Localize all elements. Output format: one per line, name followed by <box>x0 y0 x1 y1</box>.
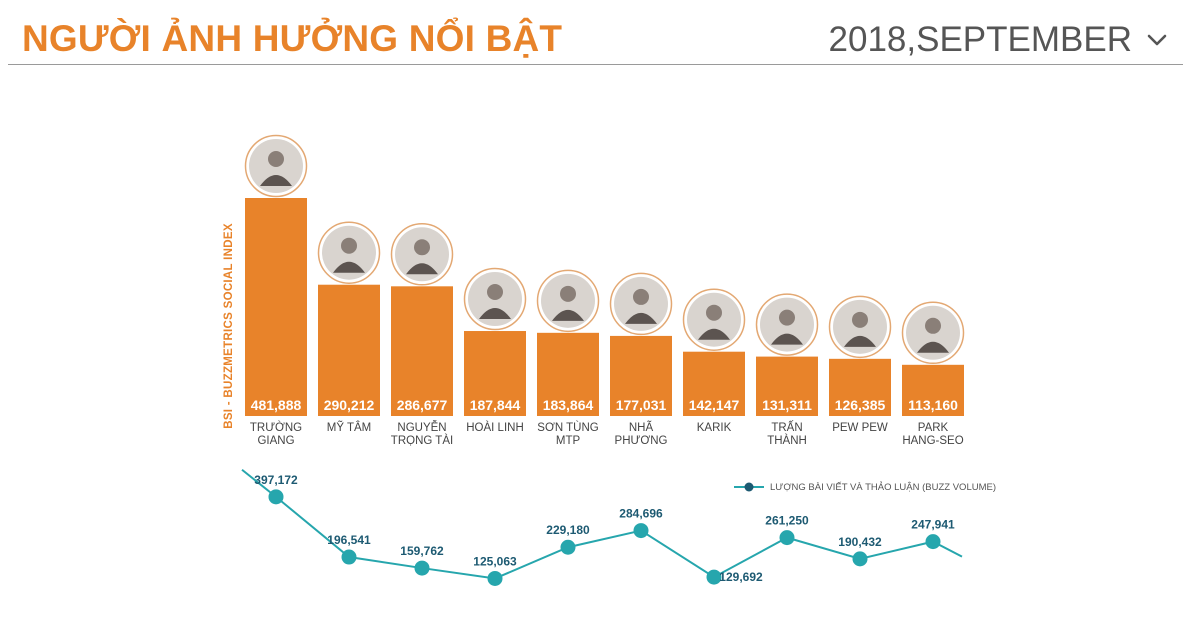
bar-category-label: TRƯỜNG GIANG <box>250 421 302 447</box>
bar-7 <box>756 356 818 416</box>
period-label[interactable]: 2018,SEPTEMBER <box>828 20 1132 59</box>
bar-category-label: PEW PEW <box>832 422 888 434</box>
bar-value-label: 481,888 <box>251 397 302 413</box>
buzz-value-label: 284,696 <box>619 507 663 521</box>
person-avatar-icon <box>698 304 730 340</box>
buzz-point-7 <box>779 530 795 546</box>
person-avatar-icon <box>844 311 876 347</box>
chevron-down-icon[interactable] <box>1144 30 1170 50</box>
influencer-chart: BSI - BUZZMETRICS SOCIAL INDEX 481,888 TRƯ… <box>223 134 996 586</box>
bar-0 <box>245 198 307 416</box>
person-avatar-icon <box>625 288 657 324</box>
avatar-4 <box>536 269 600 333</box>
buzz-point-0 <box>268 489 284 505</box>
line-legend: LƯỢNG BÀI VIẾT VÀ THẢO LUẬN (BUZZ VOLUME… <box>734 481 996 493</box>
avatar-0 <box>244 134 308 198</box>
buzz-point-8 <box>852 551 868 567</box>
person-avatar-icon <box>552 285 584 321</box>
buzz-point-5 <box>633 523 649 539</box>
buzz-point-1 <box>341 549 357 565</box>
bar-value-label: 290,212 <box>324 397 375 413</box>
bar-category-label: NHÃ PHƯƠNG <box>615 421 668 447</box>
legend-label: LƯỢNG BÀI VIẾT VÀ THẢO LUẬN (BUZZ VOLUME… <box>770 481 996 493</box>
buzz-value-label: 125,063 <box>473 554 517 568</box>
person-avatar-icon <box>333 237 365 273</box>
person-avatar-icon <box>771 309 803 345</box>
buzz-value-label: 397,172 <box>254 473 298 487</box>
bar-8 <box>829 358 891 416</box>
bar-category-label: NGUYỄN TRỌNG TÀI <box>391 421 453 447</box>
bar-6 <box>683 351 745 416</box>
bar-4 <box>537 332 599 416</box>
buzz-value-label: 190,432 <box>838 535 882 549</box>
header-divider <box>8 64 1183 65</box>
bar-category-label: SƠN TÙNG MTP <box>537 421 598 447</box>
page-title: NGƯỜI ẢNH HƯỞNG NỔI BẬT <box>22 18 563 59</box>
bar-category-label: PARK HANG-SEO <box>902 422 963 447</box>
buzz-value-label: 229,180 <box>546 523 590 537</box>
avatar-6 <box>682 288 746 351</box>
bar-value-label: 183,864 <box>543 397 594 413</box>
bar-2 <box>391 286 453 416</box>
avatar-7 <box>755 293 819 356</box>
bar-y-axis-title: BSI - BUZZMETRICS SOCIAL INDEX <box>223 223 235 429</box>
bar-value-label: 177,031 <box>616 397 667 413</box>
buzz-point-9 <box>925 534 941 550</box>
buzz-value-label: 261,250 <box>765 514 809 528</box>
bar-9 <box>902 364 964 416</box>
bar-1 <box>318 284 380 416</box>
bar-value-label: 142,147 <box>689 397 740 413</box>
bar-value-label: 187,844 <box>470 397 521 413</box>
bar-category-label: MỸ TÂM <box>327 421 372 434</box>
person-avatar-icon <box>479 284 511 320</box>
buzz-value-label: 247,941 <box>911 518 955 532</box>
buzz-volume-line <box>241 468 963 580</box>
bar-category-label: HOÀI LINH <box>466 421 524 434</box>
bar-value-label: 286,677 <box>397 397 448 413</box>
avatar-2 <box>390 223 454 286</box>
buzz-value-label: 129,692 <box>719 570 763 584</box>
avatar-1 <box>317 221 381 284</box>
buzz-value-label: 196,541 <box>327 533 371 547</box>
buzz-value-label: 159,762 <box>400 544 444 558</box>
bar-value-label: 126,385 <box>835 397 886 413</box>
person-avatar-icon <box>406 239 438 275</box>
avatar-3 <box>463 267 527 331</box>
period-dropdown[interactable]: 2018,SEPTEMBER <box>829 20 1170 60</box>
bar-value-label: 113,160 <box>908 397 958 413</box>
avatar-9 <box>901 301 965 365</box>
buzz-point-6 <box>706 569 722 585</box>
person-avatar-icon <box>260 151 292 186</box>
person-avatar-icon <box>917 317 949 353</box>
header: NGƯỜI ẢNH HƯỞNG NỔI BẬT 2018,SEPTEMBER <box>0 0 1200 66</box>
bar-category-label: KARIK <box>697 422 732 434</box>
buzz-point-4 <box>560 539 576 555</box>
bar-5 <box>610 335 672 416</box>
buzz-point-2 <box>414 560 430 576</box>
bar-value-label: 131,311 <box>762 397 812 413</box>
avatar-5 <box>609 272 673 336</box>
bar-3 <box>464 331 526 416</box>
buzz-point-3 <box>487 570 503 586</box>
bar-category-label: TRẤN THÀNH <box>767 421 807 447</box>
avatar-8 <box>828 295 892 359</box>
